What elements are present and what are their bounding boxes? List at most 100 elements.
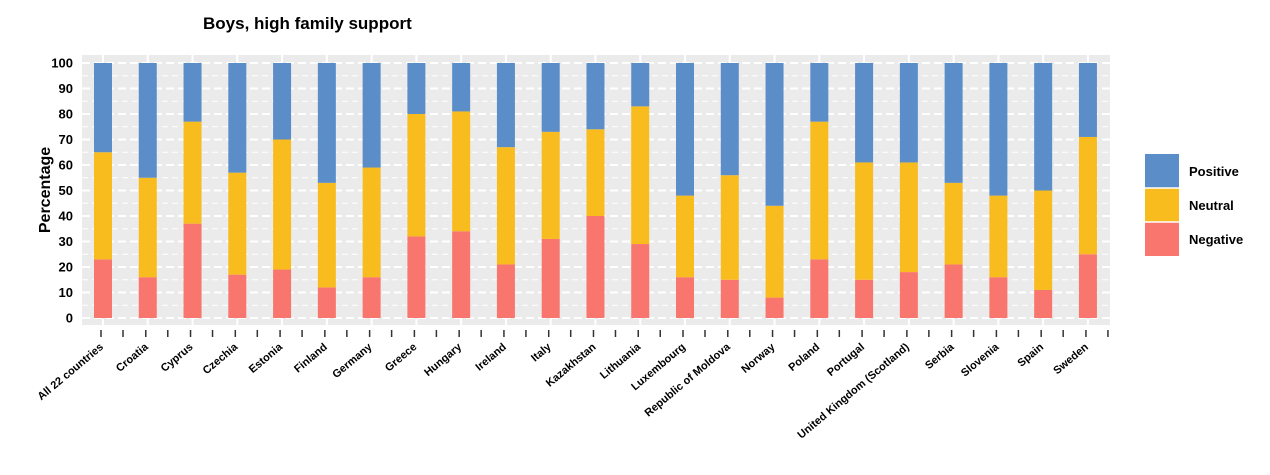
bar-neutral-13 bbox=[676, 195, 695, 278]
x-tick-label: Greece bbox=[383, 341, 419, 374]
bar-neutral-11 bbox=[586, 129, 605, 216]
bar-positive-18 bbox=[899, 63, 918, 163]
y-tick-label: 20 bbox=[59, 260, 73, 275]
x-tick-label: Norway bbox=[739, 341, 778, 376]
bar-positive-3 bbox=[228, 63, 247, 173]
legend-label-neutral: Neutral bbox=[1189, 198, 1234, 213]
bar-neutral-12 bbox=[631, 106, 650, 245]
bar-neutral-5 bbox=[317, 182, 336, 288]
bar-positive-14 bbox=[720, 63, 739, 176]
x-tick-label: Poland bbox=[786, 341, 822, 374]
bar-neutral-20 bbox=[989, 195, 1008, 278]
bar-positive-10 bbox=[541, 63, 560, 132]
x-tick-label: Spain bbox=[1015, 341, 1046, 370]
bar-positive-7 bbox=[407, 63, 426, 114]
bar-negative-16 bbox=[810, 259, 829, 318]
x-tick-label: Croatia bbox=[114, 341, 151, 375]
bar-negative-1 bbox=[138, 277, 157, 318]
bar-positive-11 bbox=[586, 63, 605, 130]
x-tick-label: Lithuania bbox=[598, 341, 644, 382]
y-tick-label: 10 bbox=[59, 285, 73, 300]
bar-neutral-19 bbox=[944, 182, 963, 265]
bar-negative-5 bbox=[317, 287, 336, 318]
bar-positive-4 bbox=[273, 63, 292, 140]
bar-positive-0 bbox=[94, 63, 112, 153]
bar-neutral-6 bbox=[362, 167, 381, 278]
bar-negative-2 bbox=[183, 223, 202, 318]
x-axis: All 22 countries Croatia Cyprus Czechia Esto… bbox=[35, 330, 1109, 441]
legend-label-negative: Negative bbox=[1189, 232, 1243, 247]
bar-neutral-4 bbox=[273, 139, 292, 270]
bar-neutral-0 bbox=[94, 152, 112, 260]
bar-positive-21 bbox=[1034, 63, 1053, 191]
bar-neutral-8 bbox=[452, 111, 471, 232]
bar-positive-1 bbox=[138, 63, 157, 178]
bar-positive-20 bbox=[989, 63, 1008, 196]
bar-negative-4 bbox=[273, 269, 292, 318]
y-tick-label: 90 bbox=[59, 81, 73, 96]
bar-negative-9 bbox=[496, 264, 515, 318]
bar-positive-5 bbox=[317, 63, 336, 183]
y-axis: 0 10 20 30 40 50 60 70 80 90 100 bbox=[51, 56, 73, 326]
bar-negative-11 bbox=[586, 216, 605, 318]
y-tick-label: 80 bbox=[59, 107, 73, 122]
bar-positive-22 bbox=[1078, 63, 1097, 137]
chart-title: Boys, high family support bbox=[203, 14, 412, 33]
bar-neutral-15 bbox=[765, 205, 784, 298]
bar-negative-20 bbox=[989, 277, 1008, 318]
bar-negative-18 bbox=[899, 272, 918, 318]
bar-neutral-3 bbox=[228, 172, 247, 275]
bar-positive-6 bbox=[362, 63, 381, 168]
legend-label-positive: Positive bbox=[1189, 164, 1239, 179]
bar-negative-15 bbox=[765, 297, 784, 318]
bar-neutral-9 bbox=[496, 147, 515, 265]
x-tick-label: Republic of Moldova bbox=[643, 341, 734, 420]
y-tick-label: 60 bbox=[59, 158, 73, 173]
bar-positive-2 bbox=[183, 63, 202, 122]
bar-negative-21 bbox=[1034, 289, 1053, 318]
bar-negative-7 bbox=[407, 236, 426, 318]
bar-negative-12 bbox=[631, 244, 650, 318]
x-tick-label: Cyprus bbox=[159, 341, 196, 375]
bar-negative-6 bbox=[362, 277, 381, 318]
y-tick-label: 50 bbox=[59, 183, 73, 198]
y-axis-label: Percentage bbox=[37, 147, 54, 233]
x-tick-label: Hungary bbox=[422, 341, 465, 379]
bar-positive-8 bbox=[452, 63, 471, 112]
bar-neutral-1 bbox=[138, 177, 157, 278]
x-tick-label: Sweden bbox=[1051, 341, 1091, 377]
bar-negative-0 bbox=[94, 259, 112, 318]
x-tick-label: All 22 countries bbox=[35, 341, 105, 403]
y-tick-label: 30 bbox=[59, 234, 73, 249]
bar-neutral-17 bbox=[855, 162, 874, 280]
y-tick-label: 70 bbox=[59, 132, 73, 147]
x-tick-label: Slovenia bbox=[959, 341, 1002, 380]
x-tick-label: Ireland bbox=[474, 341, 509, 373]
x-tick-label: Serbia bbox=[923, 341, 957, 372]
bar-negative-3 bbox=[228, 274, 247, 318]
legend-swatch-neutral bbox=[1145, 188, 1179, 222]
bar-positive-17 bbox=[855, 63, 874, 163]
x-tick-label: Germany bbox=[330, 341, 375, 381]
y-tick-label: 0 bbox=[66, 311, 73, 326]
bars bbox=[94, 63, 1097, 318]
bar-negative-14 bbox=[720, 279, 739, 318]
bar-negative-13 bbox=[676, 277, 695, 318]
bar-positive-19 bbox=[944, 63, 963, 183]
x-tick-label: Portugal bbox=[825, 341, 867, 379]
x-tick-label: Italy bbox=[529, 341, 554, 365]
bar-positive-15 bbox=[765, 63, 784, 206]
bar-negative-17 bbox=[855, 279, 874, 318]
bar-neutral-14 bbox=[720, 175, 739, 280]
x-tick-label: Czechia bbox=[201, 341, 241, 377]
bar-negative-8 bbox=[452, 231, 471, 318]
x-tick-label: Estonia bbox=[247, 341, 286, 376]
y-tick-label: 40 bbox=[59, 209, 73, 224]
bar-neutral-22 bbox=[1078, 136, 1097, 255]
bar-neutral-7 bbox=[407, 114, 426, 237]
bar-negative-19 bbox=[944, 264, 963, 318]
legend: Positive Neutral Negative bbox=[1145, 154, 1243, 256]
bar-neutral-18 bbox=[899, 162, 918, 273]
bar-negative-22 bbox=[1078, 254, 1097, 318]
